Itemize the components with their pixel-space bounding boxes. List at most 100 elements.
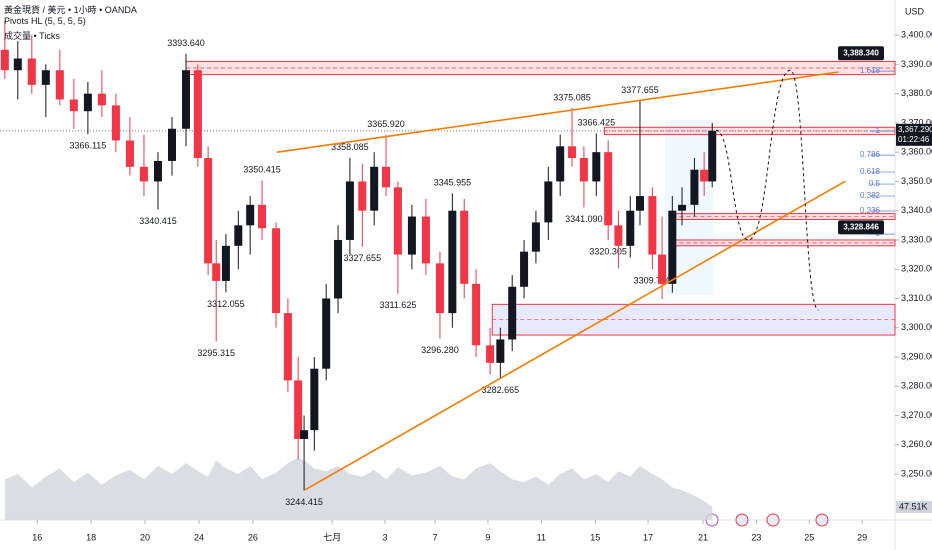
volume-badge [896,501,932,514]
x-tick-label: 15 [590,532,600,542]
candle-body [167,128,176,161]
fib-label: 0.382 [860,191,881,200]
candle-body [234,225,243,246]
candle-body [358,181,367,211]
candle-body [300,430,309,439]
x-tick-label: 9 [485,532,490,542]
low-label: 3309.790 [634,276,672,286]
y-tick-label: 3,280.000 [901,381,932,391]
x-tick-label: 七月 [323,532,341,542]
low-label: 3320.305 [589,246,627,256]
y-tick-label: 3,260.000 [901,439,932,449]
x-tick-label: 7 [433,532,438,542]
y-tick-label: 3,290.000 [901,351,932,361]
candle-body [708,130,717,182]
y-tick-label: 3,320.000 [901,264,932,274]
candle-body [393,187,402,255]
candle-body [568,146,577,159]
y-tick-label: 3,380.000 [901,88,932,98]
candle-body [125,140,134,167]
x-tick-label: 26 [248,532,258,542]
candle-body [69,99,78,112]
low-label: 3340.415 [139,216,177,226]
candle-body [193,70,202,159]
low-label: 3312.055 [207,299,245,309]
x-tick-label: 29 [857,532,867,542]
candle-body [139,166,148,182]
candle-body [531,222,540,252]
candle-body [556,146,565,182]
y-tick-label: 3,330.000 [901,234,932,244]
candle-body [310,368,319,431]
price-badge-label: 3,328.846 [843,222,879,231]
candle-body [592,152,601,182]
y-tick-label: 3,250.000 [901,468,932,478]
candle-body [668,210,677,284]
price-badge [838,46,884,61]
low-label: 3366.115 [69,141,106,151]
candle-body [614,225,623,246]
zone [491,303,896,336]
candle-body [658,254,667,284]
low-label: 3282.665 [482,385,520,395]
candle-body [294,380,303,439]
x-tick-label: 11 [537,532,546,542]
candle-body [579,158,588,182]
volume-label: 47.51K [899,502,928,512]
x-tick-label: 16 [32,532,42,542]
price-badge-label: 3,388.340 [843,48,879,57]
candle-body [508,286,517,340]
fib-label: 0.5 [869,179,881,188]
candle-body [111,105,120,141]
high-label: 3393.640 [167,38,205,48]
candle-body [407,216,416,255]
x-tick-label: 24 [194,532,204,542]
y-tick-label: 3,400.000 [901,29,932,39]
low-label: 3311.625 [379,300,416,310]
y-tick-label: 3,270.000 [901,410,932,420]
fib-label: 0.618 [860,167,881,176]
high-label: 3365.920 [367,119,405,129]
candle-body [370,166,379,211]
candle-body [221,245,230,281]
low-label: 3296.280 [421,345,459,355]
x-tick-label: 25 [804,532,814,542]
high-label: 3377.655 [621,85,659,95]
x-tick-label: 18 [86,532,96,542]
low-label: 3341.090 [565,214,603,224]
y-tick-label: 3,350.000 [901,176,932,186]
candle-body [212,263,221,281]
low-label: 3244.415 [285,497,323,507]
candle-body [648,196,657,255]
high-label: 3350.415 [243,165,281,175]
candle-body [486,345,495,363]
y-tick-label: 3,370.000 [901,117,932,127]
candle-body [83,93,92,112]
volume-area [4,457,713,520]
candle-body [448,210,457,314]
candle-body [0,49,9,71]
countdown-label: 01:22:46 [898,135,930,144]
y-tick-label: 3,360.000 [901,147,932,157]
candle-body [246,204,255,226]
y-tick-label: 3,300.000 [901,322,932,332]
candle-body [334,239,343,299]
x-tick-label: 20 [140,532,150,542]
price-badge [838,220,884,235]
candle-body [421,216,430,264]
x-tick-label: 23 [751,532,761,542]
high-label: 3366.425 [578,118,616,128]
candle-body [678,204,687,211]
header-indicator: Pivots HL (5, 5, 5, 5) [4,16,86,26]
x-tick-label: 3 [382,532,387,542]
candle-body [635,196,644,211]
high-label: 3375.085 [553,92,591,102]
candle-body [604,152,613,226]
candle-body [520,251,529,287]
candle-body [345,181,354,240]
last-price-badge [896,123,932,146]
y-tick-label: 3,340.000 [901,205,932,215]
candle-body [544,181,553,223]
